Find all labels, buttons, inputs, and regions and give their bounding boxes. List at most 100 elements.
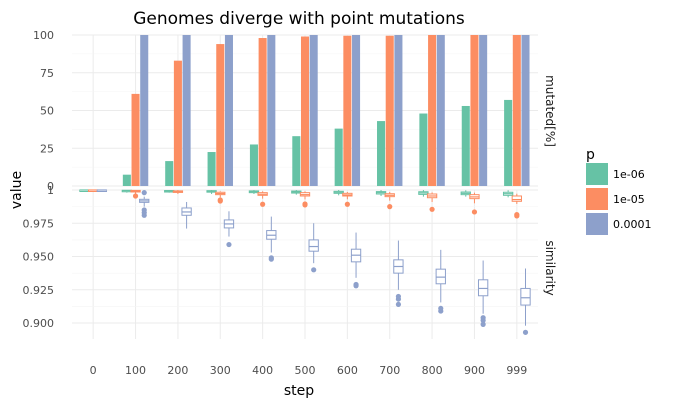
bar — [309, 35, 318, 186]
bar — [428, 35, 437, 186]
outlier — [132, 193, 139, 199]
outlier — [353, 281, 359, 288]
outlier — [387, 204, 393, 210]
boxplot — [520, 268, 531, 335]
panel-similarity: 0.900 0.925 0.950 0.975 1 — [23, 184, 538, 339]
box — [477, 279, 489, 297]
bar — [461, 105, 470, 186]
boxplot — [266, 216, 277, 262]
bar — [267, 35, 276, 186]
bar — [343, 35, 352, 186]
y-tick-label: 50 — [40, 105, 54, 118]
outlier — [522, 329, 529, 335]
bar — [419, 113, 428, 186]
x-tick-label: 800 — [422, 364, 443, 377]
box — [511, 195, 522, 202]
boxplot — [350, 232, 362, 289]
boxplot — [426, 192, 438, 212]
outlier — [471, 209, 478, 215]
bar — [470, 35, 479, 186]
boxplot — [477, 260, 489, 327]
outlier — [514, 212, 520, 218]
x-axis-ticks: 0 100 200 300 400 500 600 700 800 900 999 — [90, 364, 528, 377]
outlier — [268, 255, 274, 261]
boxplot — [393, 240, 404, 308]
outlier — [395, 293, 402, 300]
boxplot — [435, 249, 446, 314]
boxplot — [511, 193, 522, 219]
bar — [479, 35, 488, 186]
boxplot — [460, 190, 471, 197]
bar — [140, 35, 149, 186]
boxplot — [308, 223, 319, 273]
bar — [182, 35, 191, 186]
boxplot — [502, 190, 514, 198]
x-tick-label: 300 — [210, 364, 231, 377]
boxplot — [172, 190, 184, 194]
bar — [394, 35, 403, 186]
bar — [224, 35, 233, 186]
boxplot — [164, 190, 175, 193]
y-tick-label: 0.925 — [23, 284, 55, 297]
boxplot — [223, 211, 235, 248]
y-tick-label: 0.975 — [23, 217, 55, 230]
boxplot — [375, 190, 387, 196]
bar — [512, 35, 521, 186]
boxplot — [79, 189, 90, 192]
bar — [207, 152, 216, 186]
bar — [334, 128, 343, 186]
legend-label: 1e-06 — [613, 168, 645, 181]
strip-label-similarity: similarity — [543, 240, 557, 295]
legend-key — [586, 213, 608, 235]
x-tick-label: 700 — [379, 364, 400, 377]
boxplot — [181, 201, 192, 229]
outlier — [217, 197, 223, 203]
boxplot — [299, 191, 311, 208]
boxplot — [121, 189, 133, 193]
boxplot — [384, 191, 395, 210]
boxplot — [257, 191, 268, 207]
legend-key — [586, 188, 608, 210]
outlier — [226, 241, 232, 248]
outlier — [344, 201, 350, 207]
y-tick-label: 1 — [47, 184, 54, 197]
bar — [352, 35, 361, 186]
x-tick-label: 400 — [252, 364, 273, 377]
legend-label: 0.0001 — [613, 218, 652, 231]
legend-key — [586, 163, 608, 185]
panel-mutated: 0 25 50 75 100 — [33, 29, 538, 193]
boxplot — [469, 192, 480, 215]
boxplot — [342, 191, 353, 207]
y-tick-label: 0.950 — [23, 251, 55, 264]
y-tick-label: 100 — [33, 29, 54, 42]
x-axis-title: step — [284, 383, 314, 399]
bar — [258, 38, 267, 186]
chart-title: Genomes diverge with point mutations — [133, 9, 465, 29]
bar — [292, 136, 301, 186]
outlier — [429, 206, 435, 212]
boxplot — [88, 189, 99, 192]
bar — [436, 35, 445, 186]
bar — [504, 99, 513, 186]
boxplot — [248, 190, 260, 194]
bar — [173, 60, 182, 186]
boxplot — [215, 191, 226, 204]
x-tick-label: 0 — [90, 364, 97, 377]
outlier — [438, 305, 444, 312]
outlier — [311, 267, 317, 273]
x-tick-label: 900 — [464, 364, 485, 377]
bar — [216, 44, 225, 187]
outlier — [302, 201, 308, 207]
boxplot — [418, 190, 429, 197]
boxplot — [206, 190, 217, 194]
boxplot — [333, 190, 344, 196]
box — [520, 287, 531, 306]
y-axis-title: value — [9, 171, 25, 209]
bar — [249, 144, 258, 186]
bar — [131, 93, 140, 186]
legend-label: 1e-05 — [613, 193, 645, 206]
x-tick-label: 100 — [125, 364, 146, 377]
outlier — [480, 315, 486, 321]
x-tick-label: 999 — [506, 364, 527, 377]
